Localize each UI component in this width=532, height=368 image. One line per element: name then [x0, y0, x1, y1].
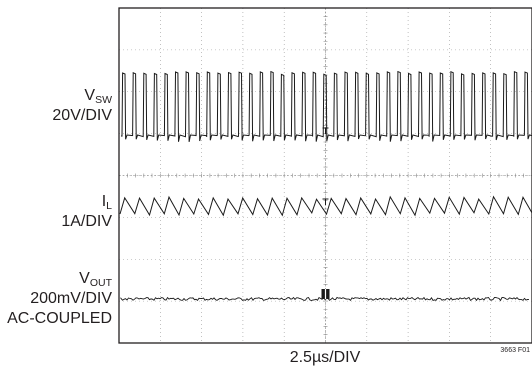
vout-coupling: AC-COUPLED	[7, 310, 112, 327]
vsw-label: VSW	[84, 87, 112, 106]
vsw-scale: 20V/DIV	[52, 107, 112, 124]
il-trigger-marker	[322, 198, 329, 205]
traces	[119, 70, 532, 302]
plot-grid	[118, 7, 532, 344]
vsw-trigger-marker	[322, 127, 329, 134]
plot-frame	[118, 7, 532, 344]
vout-label: VOUT	[79, 270, 112, 289]
figure-id: 3663 F01	[500, 347, 530, 354]
x-axis-label: 2.5µs/DIV	[290, 349, 361, 366]
il-scale: 1A/DIV	[61, 213, 112, 230]
il-label: IL	[102, 193, 112, 212]
il-trace	[119, 195, 532, 217]
vsw-trace	[120, 70, 532, 142]
vout-scale: 200mV/DIV	[30, 290, 112, 307]
